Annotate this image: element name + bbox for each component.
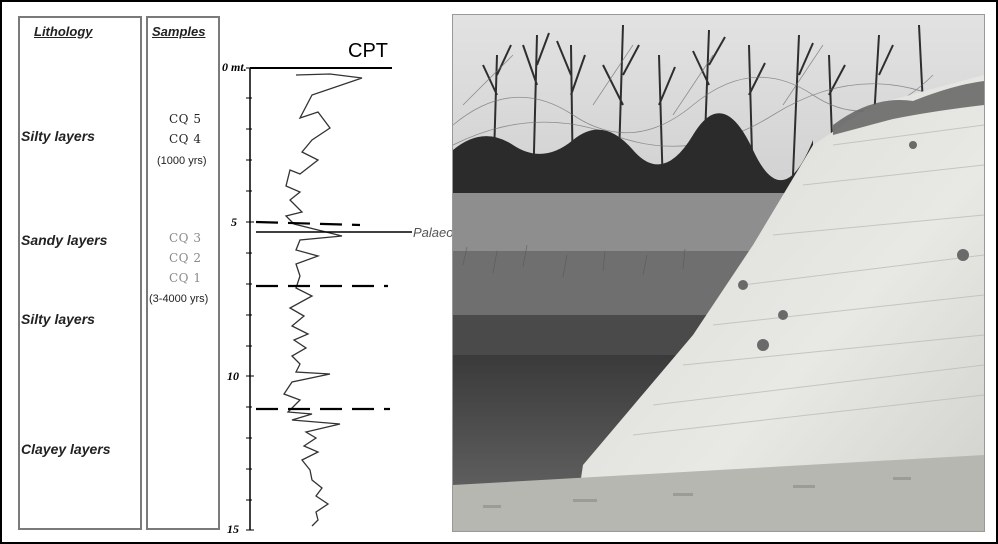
lithology-title: Lithology — [34, 24, 93, 39]
cpt-title: CPT — [348, 40, 388, 62]
lithology-label-sandy: Sandy layers — [21, 232, 108, 248]
sample-age-1000: (1000 yrs) — [157, 155, 207, 167]
depth-label-15: 15 — [227, 522, 239, 536]
depth-label-0: 0 mt. — [222, 60, 247, 74]
depth-label-10: 10 — [227, 369, 239, 383]
samples-column — [146, 16, 220, 530]
sample-cq2: CQ 2 — [169, 251, 202, 265]
sample-cq1: CQ 1 — [169, 271, 202, 285]
cpt-profile-line — [283, 73, 363, 527]
lithology-label-clayey: Clayey layers — [21, 441, 111, 457]
sample-cq5: CQ 5 — [169, 112, 202, 126]
sample-cq4: CQ 4 — [169, 132, 202, 146]
boundary-lines — [255, 220, 390, 411]
outcrop-photo — [452, 14, 985, 532]
lithology-label-silty-lower: Silty layers — [21, 311, 95, 327]
lithology-label-silty-upper: Silty layers — [21, 128, 95, 144]
sample-age-3000-4000: (3-4000 yrs) — [149, 293, 209, 305]
cpt-axis-ticks — [246, 67, 254, 531]
boundary-silty-sandy — [255, 220, 361, 227]
lithology-column — [18, 16, 142, 530]
sample-cq3: CQ 3 — [169, 231, 202, 245]
outcrop-photo-drawing — [453, 15, 984, 531]
depth-label-5: 5 — [231, 215, 237, 229]
samples-title: Samples — [152, 24, 206, 39]
